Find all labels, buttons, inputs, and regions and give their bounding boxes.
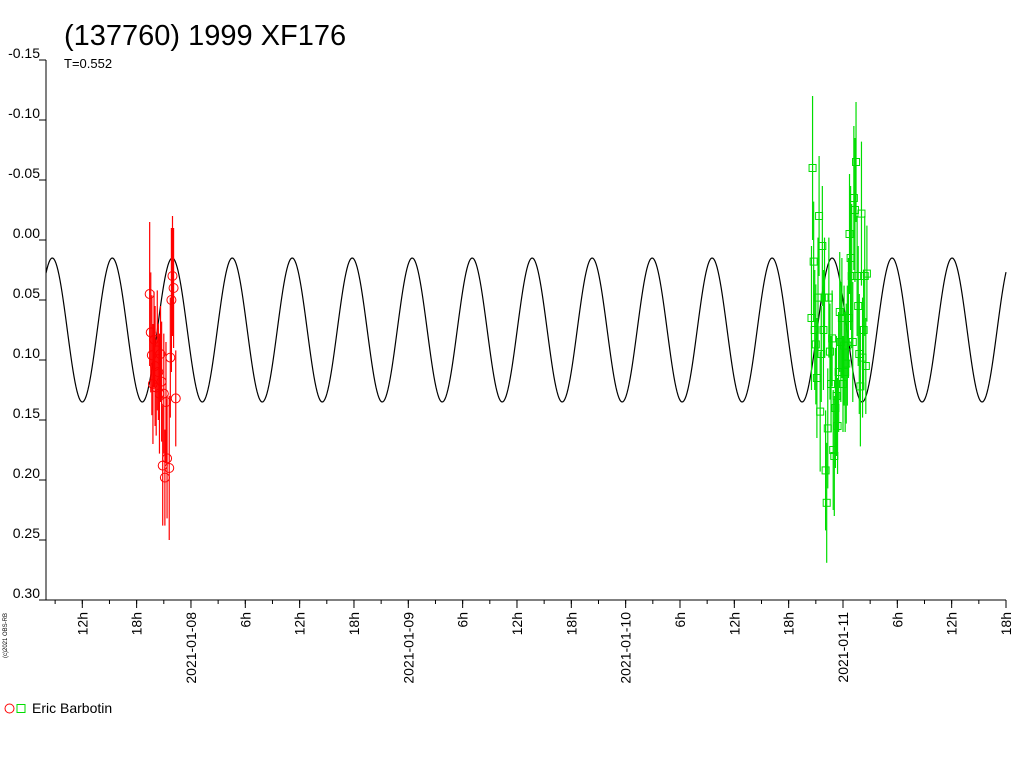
- y-tick-label: 0.30: [13, 585, 40, 601]
- copyright-credit: (c)2021 OBS-RB: [3, 613, 9, 658]
- y-tick-label: 0.10: [13, 345, 40, 361]
- x-tick-label: 6h: [237, 612, 253, 628]
- data-point: [822, 498, 831, 507]
- legend: Eric Barbotin: [4, 700, 112, 716]
- data-point: [819, 326, 828, 334]
- y-tick-label: -0.15: [8, 45, 40, 61]
- x-tick-label: 12h: [292, 612, 308, 635]
- data-point: [842, 359, 851, 368]
- data-point: [808, 164, 817, 172]
- x-tick-label: 2021-01-09: [400, 612, 416, 684]
- x-tick-label: 6h: [672, 612, 688, 628]
- y-tick-label: 0.20: [13, 465, 40, 481]
- x-tick-label: 18h: [129, 612, 145, 635]
- x-tick-label: 2021-01-08: [183, 612, 199, 684]
- x-tick-label: 12h: [726, 612, 742, 635]
- data-point: [854, 302, 863, 310]
- chart-subtitle: T=0.552: [64, 56, 112, 71]
- data-point: [821, 466, 830, 475]
- y-tick-label: 0.00: [13, 225, 40, 241]
- data-point: [860, 272, 869, 280]
- x-axis: 12h 18h 2021-01-08 6h 12h 18h 2021-01-09 6h 12h 1…: [46, 599, 1014, 684]
- data-point: [845, 230, 854, 238]
- y-tick-label: -0.10: [8, 105, 40, 121]
- legend-label: Eric Barbotin: [32, 700, 112, 716]
- data-point: [852, 158, 861, 166]
- series-session-2: [807, 96, 871, 563]
- x-tick-label: 18h: [346, 612, 362, 635]
- x-tick-label: 18h: [563, 612, 579, 635]
- x-tick-label: 18h: [781, 612, 797, 635]
- y-tick-label: -0.05: [8, 165, 40, 181]
- data-point: [166, 295, 177, 305]
- x-tick-label: 12h: [509, 612, 525, 635]
- x-tick-label: 12h: [944, 612, 960, 635]
- data-point: [170, 393, 181, 404]
- data-point: [833, 422, 842, 430]
- data-point: [165, 352, 176, 363]
- data-point: [853, 272, 862, 280]
- data-point: [818, 242, 827, 250]
- x-tick-label: 2021-01-10: [618, 612, 634, 684]
- data-point: [857, 209, 866, 218]
- x-tick-label: 2021-01-11: [835, 612, 851, 683]
- data-point: [825, 347, 834, 356]
- legend-red-circle-marker: [4, 703, 15, 714]
- data-point: [832, 392, 841, 400]
- data-point: [153, 367, 164, 377]
- y-tick-label: 0.15: [13, 405, 40, 421]
- legend-green-square-marker: [16, 704, 26, 713]
- y-tick-label: 0.05: [13, 285, 40, 301]
- data-point: [816, 407, 825, 416]
- x-tick-label: 6h: [455, 612, 471, 628]
- data-point: [168, 283, 179, 293]
- data-point: [862, 269, 871, 278]
- data-point: [811, 340, 820, 349]
- data-point: [164, 463, 175, 473]
- data-point: [162, 453, 173, 464]
- data-series: [144, 96, 871, 563]
- data-point: [835, 308, 844, 316]
- data-point: [167, 271, 178, 281]
- y-tick-label: 0.25: [13, 525, 40, 541]
- x-tick-label: 6h: [889, 612, 905, 628]
- y-axis: -0.15 -0.10 -0.05 0.00 0.05 0.10 0.15 0.20 0.25 0…: [8, 45, 47, 601]
- data-point: [859, 326, 868, 334]
- chart-title: (137760) 1999 XF176: [64, 20, 346, 52]
- data-point: [155, 349, 166, 359]
- data-point: [861, 362, 870, 370]
- data-point: [820, 293, 829, 302]
- series-session-1: [144, 216, 181, 540]
- data-point: [827, 380, 836, 388]
- x-tick-label: 18h: [998, 612, 1014, 635]
- data-point: [809, 257, 818, 266]
- data-point: [828, 334, 837, 343]
- data-point: [849, 194, 858, 202]
- x-tick-label: 12h: [74, 612, 90, 635]
- data-point: [848, 338, 857, 346]
